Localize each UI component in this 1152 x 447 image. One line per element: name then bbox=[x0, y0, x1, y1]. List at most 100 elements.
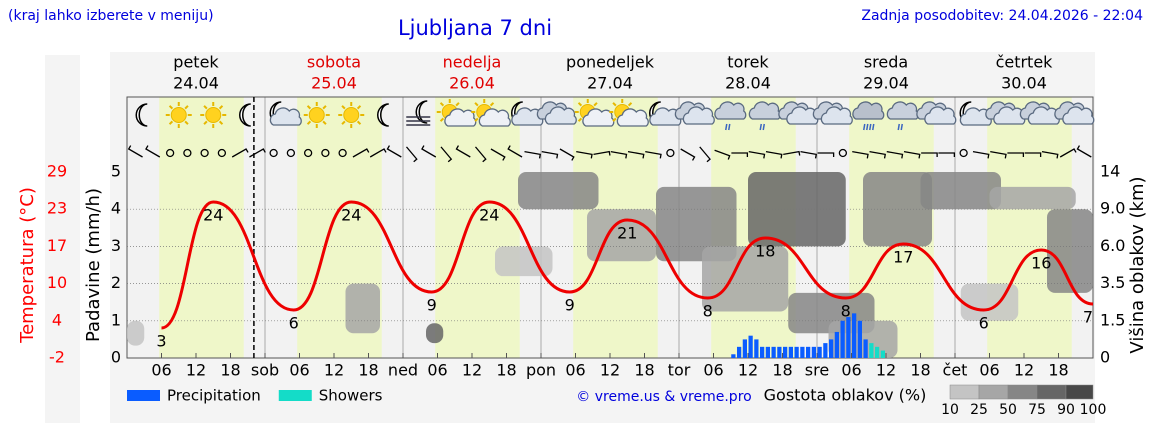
cloud-block bbox=[920, 172, 1001, 210]
weather-icon bbox=[239, 103, 251, 127]
wind-barb bbox=[817, 152, 835, 157]
moon bbox=[135, 103, 148, 127]
sun-ray bbox=[218, 105, 224, 110]
cloud-block bbox=[345, 283, 380, 334]
moon bbox=[239, 103, 251, 127]
sun-ray bbox=[489, 102, 495, 107]
cloud bbox=[820, 106, 853, 125]
temp-tick-label: 4 bbox=[52, 310, 62, 329]
y2-tick-label: 6.0 bbox=[1100, 236, 1125, 255]
cloud-block bbox=[518, 172, 599, 210]
cloud bbox=[682, 106, 715, 125]
rain-drop bbox=[759, 123, 762, 131]
rain-drop bbox=[863, 123, 866, 131]
sun-ray bbox=[168, 120, 174, 125]
wind-barb bbox=[714, 149, 731, 160]
legend-swatch bbox=[127, 390, 160, 401]
sun-ray bbox=[322, 120, 327, 125]
wind-barb bbox=[1007, 152, 1025, 157]
wind-barb bbox=[405, 146, 418, 163]
weather-icon bbox=[269, 101, 302, 126]
sun-ray bbox=[439, 102, 445, 107]
density-label: 25 bbox=[970, 402, 988, 418]
y2-tick-label: 9.0 bbox=[1100, 199, 1125, 218]
day-date: 26.04 bbox=[449, 74, 495, 93]
bar bbox=[869, 343, 874, 358]
bar bbox=[754, 339, 759, 358]
cloud-block bbox=[989, 186, 1076, 210]
wind-barb bbox=[1024, 152, 1042, 157]
temp-label: 3 bbox=[156, 332, 166, 351]
x-tick-label: 18 bbox=[910, 361, 930, 380]
cloud bbox=[582, 108, 615, 127]
weather-icon bbox=[1054, 101, 1095, 125]
cloud bbox=[1062, 106, 1095, 125]
x-tick-label: sre bbox=[805, 361, 829, 380]
cloud-block bbox=[960, 283, 1019, 321]
weather-icon bbox=[436, 99, 477, 127]
day-name: nedelja bbox=[443, 53, 502, 72]
day-name: petek bbox=[173, 53, 219, 72]
left-panel bbox=[45, 55, 80, 423]
y-tick-label: 4 bbox=[111, 199, 121, 218]
bar bbox=[846, 317, 851, 358]
y2-axis-label: Višina oblakov (km) bbox=[1127, 176, 1148, 353]
y-tick-label: 0 bbox=[111, 348, 121, 367]
wind-barb bbox=[559, 148, 575, 161]
cloud bbox=[616, 108, 649, 127]
temp-label: 9 bbox=[565, 296, 575, 315]
cloud bbox=[544, 106, 577, 125]
weather-icon bbox=[135, 103, 148, 127]
weather-icon bbox=[959, 101, 992, 126]
sun-ray bbox=[306, 105, 312, 110]
wind-barb bbox=[990, 150, 1007, 159]
rain-drop bbox=[900, 123, 903, 131]
bar bbox=[840, 320, 845, 358]
density-swatch bbox=[1007, 384, 1038, 400]
sun-ray bbox=[356, 105, 362, 110]
density-swatch bbox=[1065, 384, 1094, 400]
wind-barb bbox=[474, 146, 487, 163]
wind-barb bbox=[421, 145, 437, 158]
day-name: sobota bbox=[307, 53, 361, 72]
sun-ray bbox=[168, 105, 174, 110]
wind-barb bbox=[593, 150, 611, 156]
x-tick-label: 12 bbox=[324, 361, 344, 380]
density-label: 50 bbox=[999, 402, 1017, 418]
temperature-line bbox=[161, 200, 1094, 330]
sun-ray bbox=[474, 102, 479, 107]
cloud bbox=[852, 101, 885, 120]
temp-label: 8 bbox=[703, 302, 713, 321]
y-tick-label: 5 bbox=[111, 162, 121, 181]
wind-barb bbox=[369, 148, 387, 158]
bar bbox=[829, 339, 834, 358]
bar bbox=[880, 350, 885, 358]
temp-label: 8 bbox=[841, 302, 851, 321]
cloud-block bbox=[495, 246, 553, 277]
bar bbox=[748, 335, 753, 358]
temp-tick-label: 10 bbox=[47, 273, 67, 292]
sun-ray bbox=[322, 105, 327, 110]
cloud-block bbox=[828, 320, 898, 358]
cloud bbox=[714, 101, 747, 120]
bar bbox=[783, 346, 788, 358]
cloud-block bbox=[702, 246, 789, 312]
wind-barb bbox=[440, 146, 453, 163]
wind-barb bbox=[903, 150, 921, 159]
rain-drop bbox=[869, 123, 872, 131]
sun-ray bbox=[218, 120, 224, 125]
x-tick-label: 06 bbox=[289, 361, 309, 380]
weather-icon bbox=[1019, 101, 1060, 125]
cloud-legend-title: Gostota oblakov (%) bbox=[764, 386, 927, 405]
x-tick-label: ned bbox=[388, 361, 418, 380]
bar bbox=[771, 346, 776, 358]
day-date: 25.04 bbox=[311, 74, 357, 93]
rain-drop bbox=[872, 123, 875, 131]
sun bbox=[343, 107, 360, 123]
sun-ray bbox=[627, 102, 633, 107]
note: (kraj lahko izberete v meniju) bbox=[8, 8, 214, 24]
sun-ray bbox=[184, 105, 189, 110]
wind-barb bbox=[231, 148, 249, 158]
legend-swatch bbox=[278, 390, 312, 401]
x-tick-label: tor bbox=[668, 361, 691, 380]
